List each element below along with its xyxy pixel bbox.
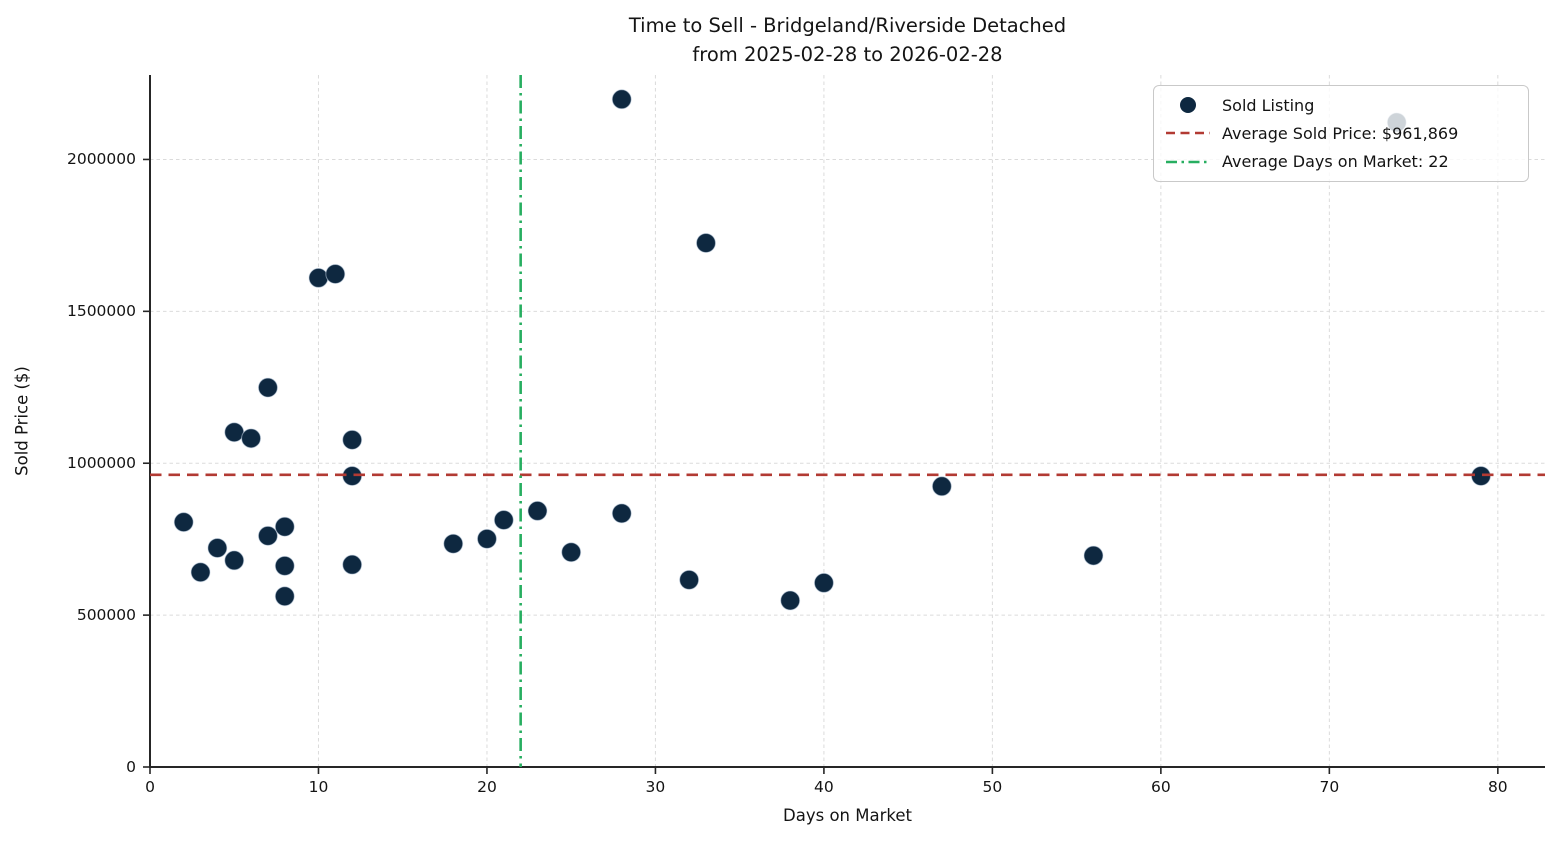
legend: Sold Listing Average Sold Price: $961,86… — [1153, 85, 1529, 182]
data-point-sold-listing — [190, 562, 211, 583]
legend-item-average-sold-price: Average Sold Price: $961,869 — [1164, 124, 1518, 143]
dashed-line-icon — [1164, 124, 1212, 142]
data-point-sold-listing — [274, 586, 295, 607]
data-point-sold-listing — [224, 550, 245, 571]
data-point-sold-listing — [241, 428, 262, 449]
data-point-sold-listing — [679, 569, 700, 590]
data-point-sold-listing — [695, 232, 716, 253]
x-tick-label: 40 — [814, 778, 834, 796]
data-point-sold-listing — [476, 528, 497, 549]
legend-label-average-sold-price: Average Sold Price: $961,869 — [1222, 123, 1459, 143]
x-tick-label: 0 — [145, 778, 155, 796]
data-point-sold-listing — [561, 542, 582, 563]
sold-listing-marker-icon — [1164, 96, 1212, 114]
legend-item-sold-listing: Sold Listing — [1164, 96, 1518, 115]
data-point-sold-listing — [342, 429, 363, 450]
data-point-sold-listing — [308, 267, 329, 288]
data-point-sold-listing — [443, 533, 464, 554]
data-point-sold-listing — [224, 422, 245, 443]
y-tick-label: 0 — [126, 758, 136, 776]
x-axis-label: Days on Market — [783, 806, 912, 825]
dashdot-line-icon — [1164, 153, 1212, 171]
data-point-sold-listing — [173, 512, 194, 533]
legend-label-average-days-on-market: Average Days on Market: 22 — [1222, 152, 1449, 172]
x-tick-label: 60 — [1150, 778, 1171, 796]
chart-title: Time to Sell - Bridgeland/Riverside Deta… — [628, 14, 1067, 37]
x-tick-label: 20 — [477, 778, 497, 796]
data-point-sold-listing — [611, 503, 632, 524]
data-point-sold-listing — [931, 476, 952, 497]
x-tick-label: 30 — [645, 778, 666, 796]
x-tick-label: 50 — [982, 778, 1003, 796]
data-point-sold-listing — [1083, 545, 1104, 566]
y-tick-label: 1500000 — [66, 302, 136, 321]
x-tick-label: 10 — [308, 778, 329, 796]
data-point-sold-listing — [780, 590, 801, 611]
y-tick-label: 1000000 — [66, 454, 136, 473]
x-tick-label: 70 — [1319, 778, 1340, 796]
data-point-sold-listing — [813, 572, 834, 593]
y-tick-label: 2000000 — [66, 150, 136, 169]
chart-subtitle: from 2025-02-28 to 2026-02-28 — [692, 43, 1003, 66]
data-point-sold-listing — [342, 554, 363, 575]
data-point-sold-listing — [527, 500, 548, 521]
legend-label-sold-listing: Sold Listing — [1222, 95, 1315, 115]
data-point-sold-listing — [611, 89, 632, 110]
data-point-sold-listing — [493, 510, 514, 531]
y-tick-label: 500000 — [76, 606, 136, 625]
data-point-sold-listing — [274, 516, 295, 537]
data-point-sold-listing — [257, 525, 278, 546]
legend-item-average-days-on-market: Average Days on Market: 22 — [1164, 152, 1518, 171]
data-point-sold-listing — [325, 263, 346, 284]
data-point-sold-listing — [274, 555, 295, 576]
data-point-sold-listing — [207, 537, 228, 558]
data-point-sold-listing — [257, 377, 278, 398]
x-tick-label: 80 — [1487, 778, 1508, 796]
